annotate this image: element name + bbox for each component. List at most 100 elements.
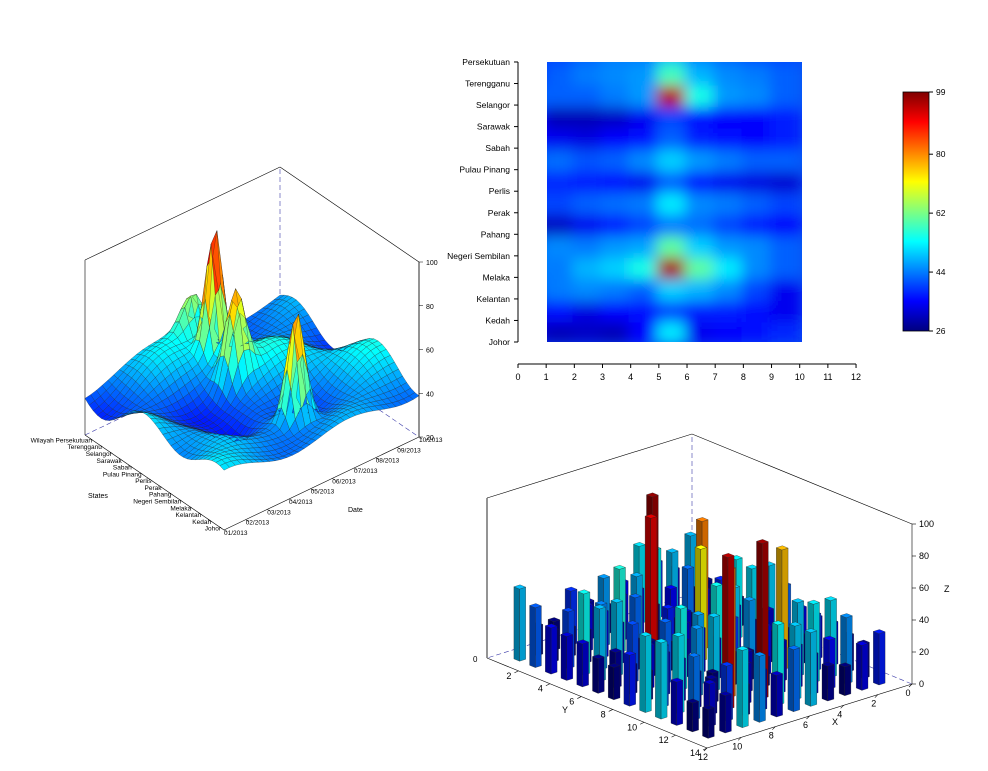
heatmap-cell: [769, 62, 802, 86]
bar3d-bar-side-face: [702, 706, 709, 739]
bar3d-bar-top-face: [576, 639, 590, 645]
bar3d-y-tick-label: 8: [601, 709, 606, 719]
bar3d-x-tick: [874, 694, 879, 698]
surface-mesh: [84, 230, 420, 471]
bar3d-bar-top-face: [707, 612, 721, 618]
surface-date-label: 02/2013: [246, 520, 270, 527]
bar3d-bar-front-face: [827, 664, 835, 702]
heatmap-cell: [628, 146, 661, 172]
heatmap-cell: [600, 210, 633, 237]
heatmap-x-tick-label: 7: [713, 372, 718, 382]
surface-state-tick: [208, 519, 213, 523]
heatmap-cell: [685, 62, 718, 64]
surface-state-tick: [179, 499, 183, 502]
heatmap-y-tick-label: Persekutuan: [462, 57, 510, 67]
bar3d-bar-side-face: [770, 672, 777, 718]
bar3d-bar-side-face: [856, 642, 863, 691]
heatmap-cell: [628, 167, 661, 194]
bar3d-bar: [529, 603, 542, 668]
heatmap-x-tick-label: 4: [628, 372, 633, 382]
surface-date-label: 01/2013: [224, 530, 248, 537]
colorbar-tick-label: 62: [936, 208, 946, 218]
heatmap-cell: [685, 124, 718, 151]
surface-state-label: Negeri Sembilan: [133, 499, 181, 506]
heatmap-cell: [769, 62, 802, 64]
heatmap-cell: [769, 253, 802, 280]
surface-state-label: Johor: [205, 526, 222, 533]
heatmap-cell: [656, 296, 689, 323]
heatmap-cell: [547, 103, 549, 129]
heatmap-cell: [713, 296, 746, 323]
surface-date-tick: [267, 509, 271, 512]
surface-ylabel: States: [88, 493, 108, 500]
surface-state-label: Kelantan: [176, 512, 202, 519]
bar3d-bar-front-face: [725, 693, 732, 734]
bar3d-bar: [702, 705, 715, 739]
bar3d-bar-top-face: [745, 564, 759, 570]
heatmap-cell: [547, 62, 577, 86]
bar3d-bar-front-face: [707, 707, 715, 739]
heatmap-cell: [713, 103, 746, 129]
surface-date-tick: [245, 519, 249, 522]
heatmap-y-tick-label: Pulau Pinang: [459, 165, 510, 175]
heatmap-cell: [572, 167, 605, 194]
heatmap-cell: [572, 62, 605, 86]
bar3d-bar-top-face: [753, 651, 766, 657]
surface-state-label: Melaka: [170, 505, 191, 512]
surface-state-label: Sabah: [113, 465, 132, 472]
bar3d-bar-top-face: [704, 674, 718, 680]
bar3d-bar-front-face: [519, 586, 526, 662]
surface-z-label: 60: [426, 348, 434, 355]
bar3d-bar-front-face: [844, 664, 852, 696]
heatmap-cell: [741, 62, 774, 86]
bar3d-bar-side-face: [670, 679, 677, 726]
heatmap-cell: [685, 232, 718, 258]
bar3d-bar-side-face: [529, 605, 536, 668]
heatmap-x-tick-label: 11: [823, 372, 832, 382]
heatmap-cell: [547, 62, 549, 86]
surface-state-tick: [109, 451, 113, 455]
bar3d-bar-top-face: [644, 514, 658, 519]
surface-z-label: 100: [426, 260, 438, 267]
bar3d-bar-side-face: [576, 641, 583, 688]
bar3d-bar-side-face: [639, 633, 646, 713]
heatmap-x-tick-label: 9: [769, 372, 774, 382]
heatmap-cell: [572, 318, 605, 342]
bar3d-bar: [872, 629, 886, 686]
heatmap-cell: [547, 296, 549, 323]
surface-date-label: 07/2013: [354, 468, 378, 475]
bar3d-bar: [804, 628, 818, 707]
heatmap-cell: [572, 189, 605, 215]
heatmap-cell: [600, 253, 633, 280]
bar3d-y-tick: [545, 683, 550, 686]
bar3d-z-tick-label: 60: [919, 583, 929, 593]
heatmap-cell: [685, 167, 718, 194]
bar3d-bar-top-face: [821, 661, 835, 667]
heatmap-cell: [572, 253, 605, 280]
bar3d-back-edge: [691, 433, 913, 525]
bar3d-bar: [560, 632, 574, 681]
bar3d-bar: [544, 623, 558, 675]
surface-state-label: Selangor: [86, 451, 113, 458]
bar3d-bar: [770, 671, 784, 718]
bar3d-z-tick-label: 40: [919, 615, 929, 625]
bar3d-bar-top-face: [855, 641, 869, 646]
bar3d-bar-side-face: [753, 653, 760, 723]
surface-date-tick: [288, 498, 293, 502]
heatmap-cell: [628, 296, 661, 323]
heatmap-cell: [628, 103, 661, 129]
heatmap-x-tick-label: 12: [851, 372, 861, 382]
bar3d-bar-front-face: [878, 631, 886, 686]
heatmap-cell: [600, 62, 633, 86]
surface-state-label: Pulau Pinang: [103, 471, 142, 478]
heatmap-cell: [713, 81, 746, 107]
bar3d-bar-top-face: [686, 698, 700, 704]
bar3d-bar: [576, 639, 590, 688]
heatmap-cell: [741, 167, 774, 194]
surface-state-label: Wilayah Persekutuan: [31, 437, 93, 444]
heatmap-cell: [572, 210, 605, 237]
heatmap-cell: [600, 81, 633, 107]
bar3d-bar-side-face: [655, 640, 662, 720]
bar3d-bar: [753, 651, 766, 723]
